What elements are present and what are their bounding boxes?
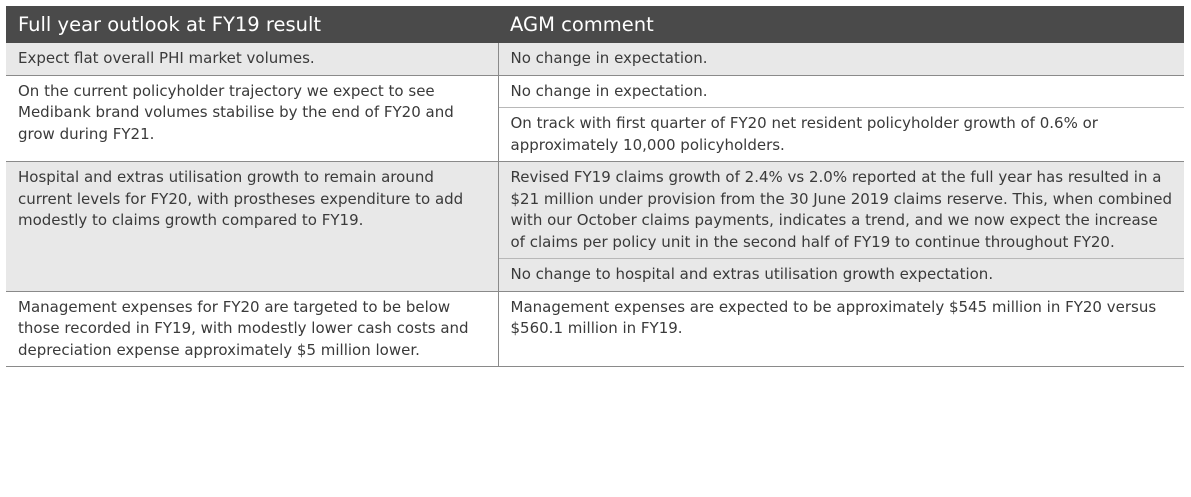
outlook-text: Hospital and extras utilisation growth t… — [18, 168, 464, 229]
outlook-cell: On the current policyholder trajectory w… — [6, 75, 499, 162]
comment-text: No change in expectation. — [510, 49, 708, 67]
outlook-column-header: Full year outlook at FY19 result — [6, 6, 498, 43]
comment-text: Revised FY19 claims growth of 2.4% vs 2.… — [510, 168, 1172, 251]
comment-cell: Revised FY19 claims growth of 2.4% vs 2.… — [498, 161, 1184, 292]
comment-text: Management expenses are expected to be a… — [510, 297, 1157, 338]
header-row: Full year outlook at FY19 result AGM com… — [6, 6, 1184, 43]
outlook-cell: Expect flat overall PHI market volumes. — [6, 43, 499, 76]
outlook-cell: Management expenses for FY20 are targete… — [6, 291, 499, 367]
outlook-cell: Hospital and extras utilisation growth t… — [6, 161, 499, 292]
table-row: Hospital and extras utilisation growth t… — [6, 161, 1184, 292]
table-row: Management expenses for FY20 are targete… — [6, 291, 1184, 367]
outlook-table: Full year outlook at FY19 result AGM com… — [6, 6, 1184, 367]
comment-cell: Management expenses are expected to be a… — [498, 291, 1184, 367]
outlook-text: On the current policyholder trajectory w… — [18, 81, 454, 143]
table-row: Expect flat overall PHI market volumes. … — [6, 43, 1184, 76]
outlook-text: Management expenses for FY20 are targete… — [18, 297, 469, 359]
comment-column-header: AGM comment — [498, 6, 1184, 43]
comment-cell: No change in expectation. On track with … — [498, 75, 1184, 162]
comment-text: No change to hospital and extras utilisa… — [498, 258, 1184, 286]
comment-text: On track with first quarter of FY20 net … — [498, 107, 1184, 156]
comment-text: No change in expectation. — [510, 81, 708, 100]
comment-cell: No change in expectation. — [498, 43, 1184, 76]
outlook-text: Expect flat overall PHI market volumes. — [18, 49, 315, 67]
table-row: On the current policyholder trajectory w… — [6, 75, 1184, 162]
